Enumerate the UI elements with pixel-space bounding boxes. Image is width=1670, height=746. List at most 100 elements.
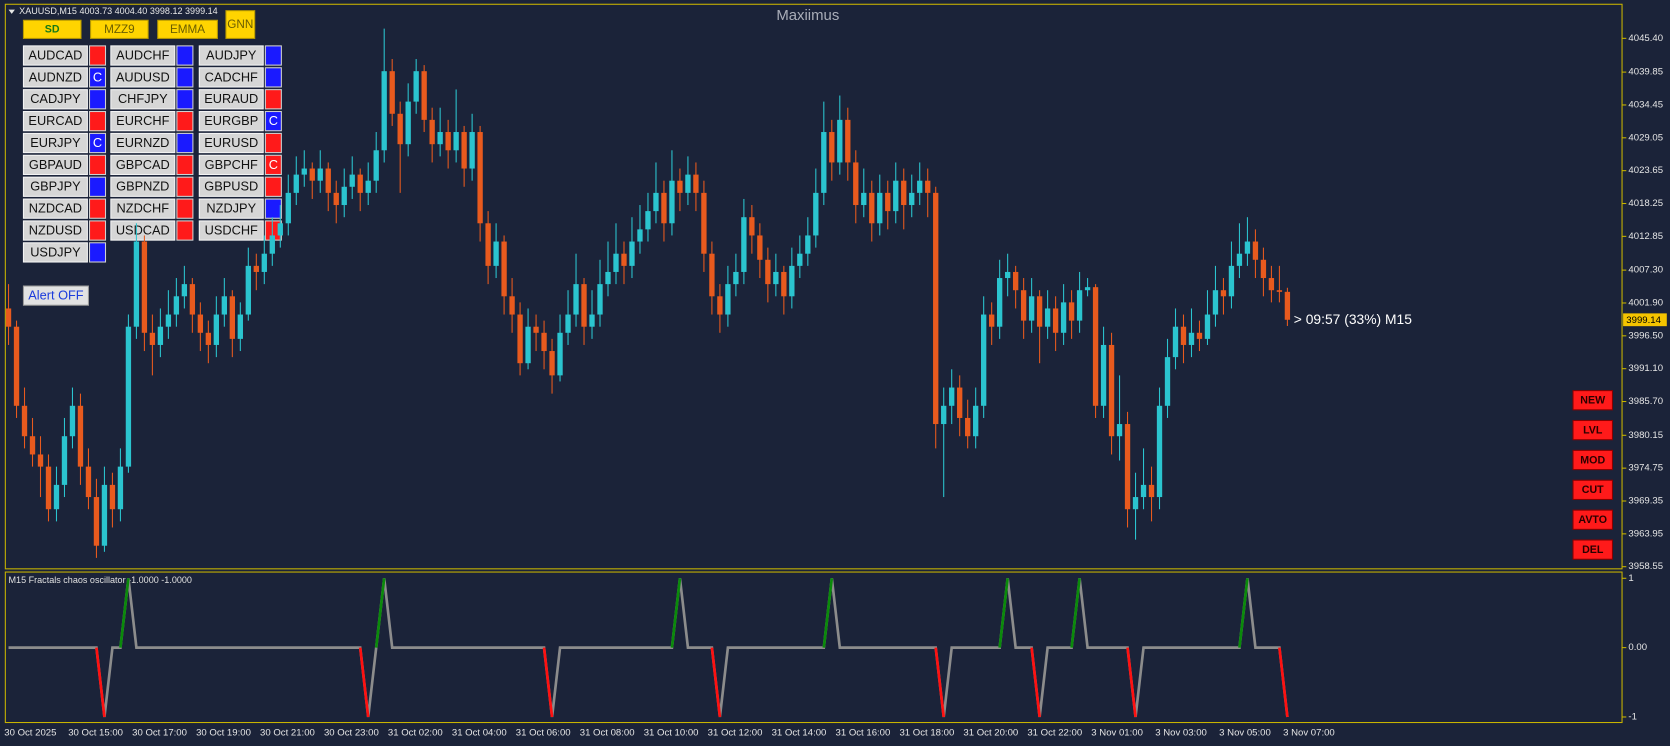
pair-button[interactable] xyxy=(22,220,88,241)
pair-button[interactable] xyxy=(110,132,176,154)
pair-label[interactable]: CADCHF xyxy=(205,69,258,84)
x-tick-label: 31 Oct 02:00 xyxy=(388,728,443,739)
candle-body xyxy=(741,217,747,272)
indicator-button[interactable] xyxy=(225,10,256,39)
pair-label[interactable]: EURJPY xyxy=(30,135,81,150)
pair-button[interactable] xyxy=(22,110,88,132)
trade-button-label[interactable]: LVL xyxy=(1583,424,1603,436)
pair-label[interactable]: NZDCHF xyxy=(117,201,170,216)
trade-button-label[interactable]: MOD xyxy=(1580,454,1605,466)
pair-button[interactable] xyxy=(198,132,264,154)
candle-body xyxy=(253,265,259,272)
pair-label[interactable]: GBPNZD xyxy=(116,179,169,194)
pair-button[interactable] xyxy=(198,45,264,66)
trade-button-label[interactable]: CUT xyxy=(1582,484,1604,496)
candle-body xyxy=(333,192,339,206)
pair-button[interactable] xyxy=(110,220,176,241)
candle-body xyxy=(1100,344,1107,406)
pair-label[interactable]: GBPUSD xyxy=(204,179,258,194)
indicator-button[interactable] xyxy=(22,19,82,39)
candle-body xyxy=(1068,302,1075,321)
pair-label[interactable]: GBPCAD xyxy=(116,157,170,172)
alert-label[interactable]: Alert OFF xyxy=(28,288,84,303)
pair-button[interactable] xyxy=(110,67,176,88)
oscillator-segment xyxy=(670,578,682,648)
trade-button-label[interactable]: NEW xyxy=(1580,395,1606,407)
trade-button-label[interactable]: DEL xyxy=(1582,544,1604,556)
pair-button[interactable] xyxy=(198,154,264,176)
pair-label[interactable]: NZDJPY xyxy=(206,201,256,216)
pair-label[interactable]: CHFJPY xyxy=(118,91,168,106)
pair-button[interactable] xyxy=(198,110,264,132)
pair-label[interactable]: EURUSD xyxy=(204,135,258,150)
pair-label[interactable]: GBPAUD xyxy=(29,157,82,172)
pair-label[interactable]: NZDCAD xyxy=(29,201,82,216)
pair-label[interactable]: AUDUSD xyxy=(116,69,170,84)
indicator-button-label[interactable]: MZZ9 xyxy=(104,23,135,36)
pair-label[interactable]: AUDCAD xyxy=(28,47,82,62)
pair-button[interactable] xyxy=(22,154,88,176)
pair-button[interactable] xyxy=(22,242,88,263)
trade-button[interactable] xyxy=(1572,390,1613,411)
pair-button[interactable] xyxy=(22,67,88,88)
candle-body xyxy=(925,180,931,193)
pair-label[interactable]: EURAUD xyxy=(204,91,258,106)
candle-body xyxy=(1116,424,1123,437)
indicator-button-label[interactable]: GNN xyxy=(227,18,253,31)
pair-label[interactable]: AUDCHF xyxy=(116,47,169,62)
pair-label[interactable]: AUDJPY xyxy=(206,47,257,62)
indicator-button-label[interactable]: EMMA xyxy=(170,23,205,36)
x-tick-label: 31 Oct 12:00 xyxy=(708,728,763,739)
candle-body xyxy=(1076,290,1083,321)
indicator-button[interactable] xyxy=(90,19,149,39)
trade-button[interactable] xyxy=(1572,479,1613,501)
pair-button[interactable] xyxy=(22,132,88,154)
pair-signal-mark: C xyxy=(93,135,102,150)
oscillator-segment xyxy=(1278,647,1289,718)
pair-label[interactable]: EURCHF xyxy=(116,113,169,128)
trade-button[interactable] xyxy=(1572,449,1613,471)
pair-label[interactable]: NZDUSD xyxy=(29,222,82,237)
pair-button[interactable] xyxy=(110,110,176,132)
pair-button[interactable] xyxy=(22,198,88,219)
pair-label[interactable]: EURNZD xyxy=(116,135,169,150)
candle-body xyxy=(677,180,683,193)
pair-button[interactable] xyxy=(198,176,264,197)
pair-button[interactable] xyxy=(198,67,264,88)
indicator-button[interactable] xyxy=(157,19,218,39)
pair-signal xyxy=(264,89,282,110)
trade-button-label[interactable]: AVTO xyxy=(1578,514,1607,526)
pair-label[interactable]: EURCAD xyxy=(28,113,82,128)
candle-body xyxy=(437,132,443,145)
candle-body xyxy=(821,132,827,193)
pair-button[interactable] xyxy=(22,45,88,66)
indicator-button-label[interactable]: SD xyxy=(45,24,60,36)
alert-toggle[interactable]: Alert OFF xyxy=(22,285,89,306)
pair-button[interactable] xyxy=(198,220,264,241)
main-pane-frame xyxy=(4,3,1623,570)
pair-label[interactable]: CADJPY xyxy=(30,91,81,106)
pair-button[interactable] xyxy=(198,198,264,219)
pair-button[interactable] xyxy=(22,89,88,110)
pair-button[interactable] xyxy=(198,89,264,110)
alert-button[interactable] xyxy=(22,285,89,306)
pair-label[interactable]: AUDNZD xyxy=(29,69,82,84)
pair-label[interactable]: USDCHF xyxy=(205,222,258,237)
trade-button[interactable] xyxy=(1572,509,1613,530)
candle-body xyxy=(1164,357,1171,406)
trade-button[interactable] xyxy=(1572,539,1613,560)
y-tick-label: 4029.05 xyxy=(1628,132,1663,143)
pair-label[interactable]: GBPCHF xyxy=(205,157,258,172)
pair-button[interactable] xyxy=(110,89,176,110)
pair-button[interactable] xyxy=(22,176,88,197)
pair-label[interactable]: USDCAD xyxy=(116,222,170,237)
pair-label[interactable]: USDJPY xyxy=(30,244,81,259)
pair-label[interactable]: GBPJPY xyxy=(30,179,81,194)
trade-button[interactable] xyxy=(1572,419,1613,441)
pair-button[interactable] xyxy=(110,176,176,197)
pair-label[interactable]: EURGBP xyxy=(204,113,258,128)
pair-button[interactable] xyxy=(110,198,176,219)
collapse-icon[interactable] xyxy=(8,9,15,14)
pair-button[interactable] xyxy=(110,154,176,176)
pair-button[interactable] xyxy=(110,45,176,66)
